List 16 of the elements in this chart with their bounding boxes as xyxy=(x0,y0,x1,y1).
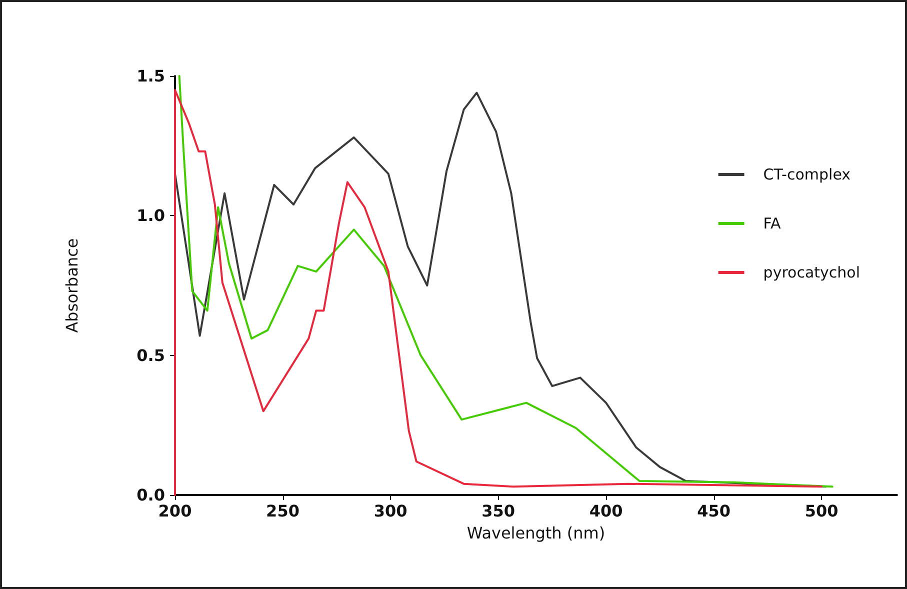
x-tick-label: 500 xyxy=(804,502,838,520)
y-axis-title: Absorbance xyxy=(62,238,82,333)
legend-label: FA xyxy=(763,214,782,232)
y-tick-label: 0.0 xyxy=(136,486,165,504)
x-tick-label: 200 xyxy=(158,502,192,520)
x-tick-label: 400 xyxy=(589,502,623,520)
legend-label: CT-complex xyxy=(763,166,851,184)
x-tick-label: 350 xyxy=(482,502,515,520)
y-tick-label: 0.5 xyxy=(136,346,165,365)
y-tick-label: 1.0 xyxy=(136,206,165,226)
y-tick-label: 1.5 xyxy=(136,66,165,86)
legend-label: pyrocatychol xyxy=(763,264,860,282)
x-tick-label: 300 xyxy=(374,502,408,520)
x-tick-label: 250 xyxy=(266,502,300,520)
x-tick-label: 450 xyxy=(697,502,731,520)
x-axis-title: Wavelength (nm) xyxy=(466,524,606,542)
